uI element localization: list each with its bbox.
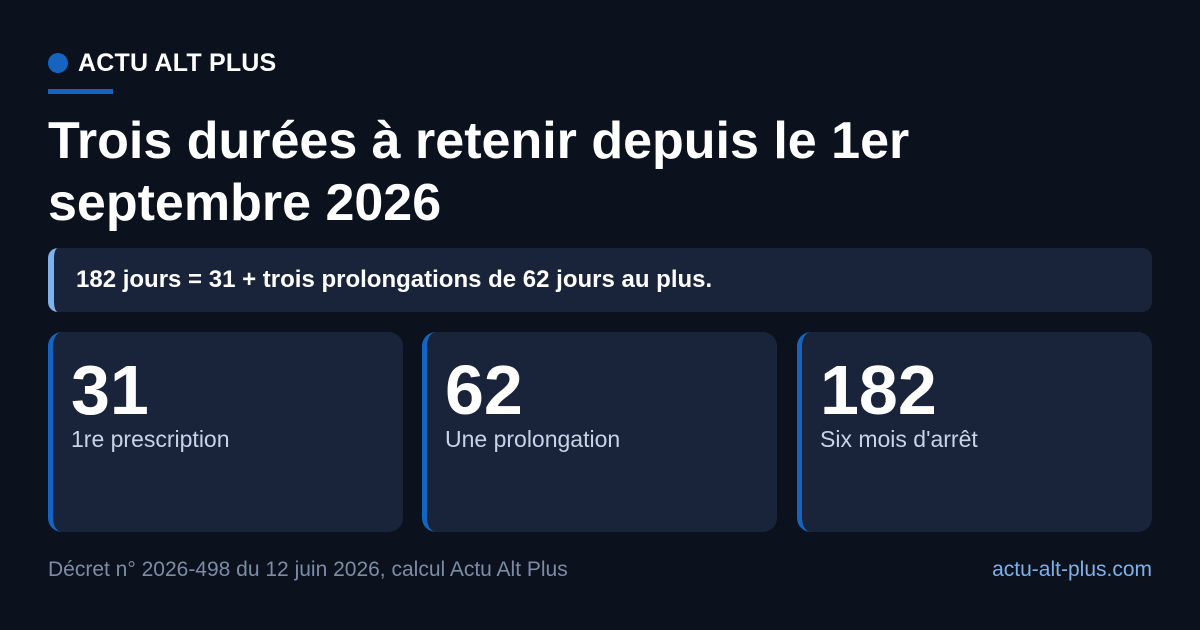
stat-card-value: 31 — [71, 351, 149, 429]
stat-card-label: Six mois d'arrêt — [820, 426, 978, 452]
brand: ACTU ALT PLUS — [48, 48, 276, 78]
stat-card-six-months: 182 Six mois d'arrêt — [797, 332, 1152, 532]
brand-underline — [48, 89, 113, 94]
stat-card-label: 1re prescription — [71, 426, 230, 452]
stat-cards: 31 1re prescription 62 Une prolongation … — [48, 332, 1152, 532]
stat-card-extension: 62 Une prolongation — [422, 332, 777, 532]
brand-name: ACTU ALT PLUS — [78, 48, 277, 77]
stat-card-value: 182 — [820, 351, 937, 429]
stat-card-first-prescription: 31 1re prescription — [48, 332, 403, 532]
site-link[interactable]: actu-alt-plus.com — [992, 558, 1152, 581]
brand-dot-icon — [48, 53, 68, 73]
source-note: Décret n° 2026-498 du 12 juin 2026, calc… — [48, 558, 568, 581]
page-title: Trois durées à retenir depuis le 1er sep… — [48, 112, 910, 232]
stat-card-label: Une prolongation — [445, 426, 621, 452]
stat-card-value: 62 — [445, 351, 523, 429]
summary-callout: 182 jours = 31 + trois prolongations de … — [48, 248, 1152, 312]
